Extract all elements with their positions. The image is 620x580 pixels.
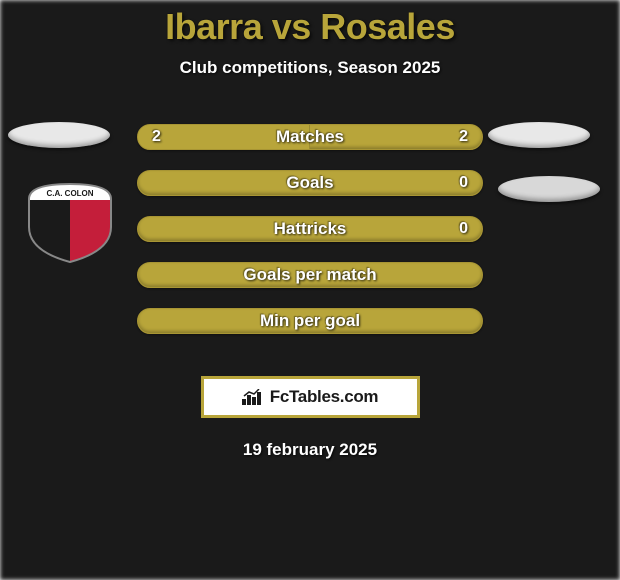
date-text: 19 february 2025 bbox=[243, 440, 377, 460]
content: Ibarra vs Rosales Club competitions, Sea… bbox=[0, 0, 620, 580]
stat-label: Hattricks bbox=[274, 219, 347, 239]
stat-label: Goals bbox=[286, 173, 333, 193]
brand-chart-icon bbox=[242, 389, 264, 405]
page-subtitle: Club competitions, Season 2025 bbox=[180, 58, 441, 78]
stat-label: Goals per match bbox=[243, 265, 376, 285]
stat-bar: Goals per match bbox=[137, 262, 483, 288]
stat-bars: Matches 2 2 Goals 0 Hattricks 0 Goals per match… bbox=[0, 124, 620, 354]
stat-label: Matches bbox=[276, 127, 344, 147]
brand-box[interactable]: FcTables.com bbox=[201, 376, 420, 418]
stat-bar: Goals 0 bbox=[137, 170, 483, 196]
stat-value-left: 2 bbox=[152, 128, 161, 146]
stat-bar: Matches 2 2 bbox=[137, 124, 483, 150]
stat-row: Hattricks 0 bbox=[0, 216, 620, 242]
page-title: Ibarra vs Rosales bbox=[165, 6, 455, 48]
stat-row: Matches 2 2 bbox=[0, 124, 620, 150]
stat-row: Goals per match bbox=[0, 262, 620, 288]
stat-row: Min per goal bbox=[0, 308, 620, 334]
stat-value-right: 0 bbox=[459, 174, 468, 192]
stat-label: Min per goal bbox=[260, 311, 360, 331]
stat-bar: Min per goal bbox=[137, 308, 483, 334]
stat-bar: Hattricks 0 bbox=[137, 216, 483, 242]
brand-name: FcTables.com bbox=[270, 387, 379, 407]
stat-row: Goals 0 bbox=[0, 170, 620, 196]
stat-value-right: 0 bbox=[459, 220, 468, 238]
stat-value-right: 2 bbox=[459, 128, 468, 146]
